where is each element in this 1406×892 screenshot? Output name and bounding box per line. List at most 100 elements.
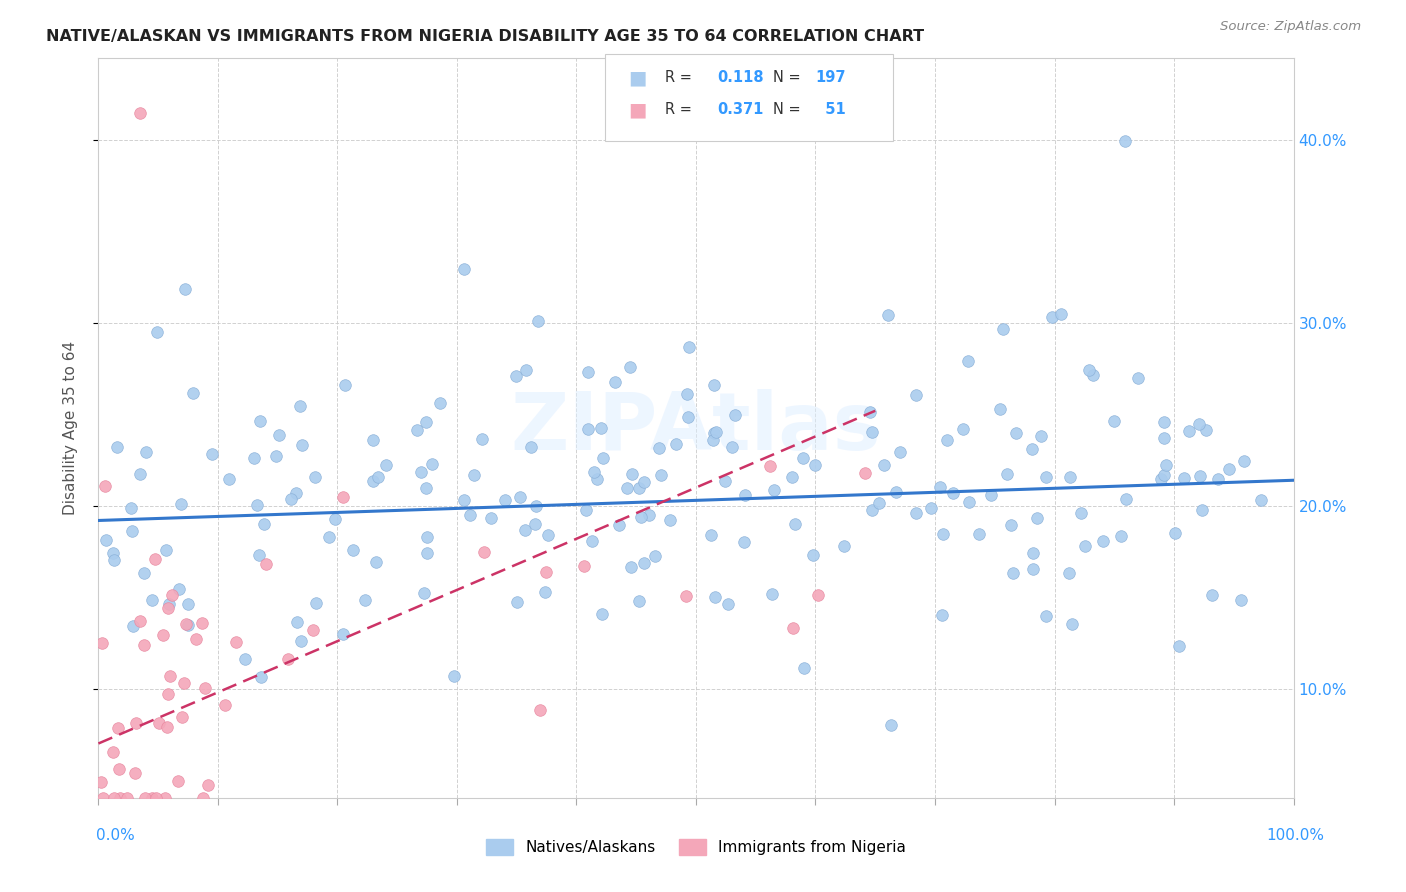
Point <box>703 377 725 392</box>
Point <box>1081 368 1104 382</box>
Text: N =: N = <box>773 70 806 85</box>
Point <box>181 385 204 400</box>
Point <box>993 322 1015 336</box>
Point <box>134 791 156 805</box>
Point <box>1153 416 1175 430</box>
Point <box>415 546 437 560</box>
Point <box>792 451 814 466</box>
Point <box>1229 593 1251 607</box>
Point <box>763 483 786 497</box>
Point <box>1128 371 1150 385</box>
Point <box>638 508 661 523</box>
Point <box>128 467 150 482</box>
Point <box>471 432 494 446</box>
Point <box>413 586 436 600</box>
Point <box>225 635 247 649</box>
Point <box>1218 462 1240 476</box>
Point <box>323 512 346 526</box>
Point <box>184 632 207 646</box>
Point <box>859 405 882 419</box>
Point <box>524 499 547 513</box>
Point <box>250 670 273 684</box>
Point <box>280 491 302 506</box>
Point <box>591 421 613 435</box>
Text: N =: N = <box>773 103 806 117</box>
Point <box>1078 363 1101 377</box>
Point <box>367 470 389 484</box>
Point <box>156 600 179 615</box>
Point <box>1062 617 1084 632</box>
Y-axis label: Disability Age 35 to 64: Disability Age 35 to 64 <box>63 341 77 516</box>
Point <box>125 715 148 730</box>
Point <box>704 590 727 604</box>
Point <box>415 415 437 429</box>
Point <box>305 596 328 610</box>
Point <box>354 593 377 607</box>
Point <box>277 652 299 666</box>
Point <box>1091 534 1114 549</box>
Point <box>721 440 744 454</box>
Point <box>148 715 170 730</box>
Point <box>704 425 727 439</box>
Point <box>877 309 900 323</box>
Point <box>103 745 125 759</box>
Text: 0.371: 0.371 <box>717 103 763 117</box>
Point <box>702 434 724 448</box>
Point <box>733 534 755 549</box>
Point <box>191 616 214 631</box>
Point <box>860 503 883 517</box>
Point <box>807 588 830 602</box>
Point <box>803 458 825 472</box>
Point <box>648 441 671 455</box>
Point <box>101 546 124 560</box>
Point <box>94 479 117 493</box>
Point <box>620 560 643 574</box>
Point <box>415 481 437 495</box>
Point <box>929 480 952 494</box>
Point <box>170 497 193 511</box>
Point <box>633 475 655 489</box>
Point <box>176 618 198 632</box>
Point <box>591 607 613 622</box>
Point <box>173 676 195 690</box>
Point <box>931 527 953 541</box>
Point <box>406 423 429 437</box>
Point <box>93 791 115 805</box>
Point <box>134 638 156 652</box>
Point <box>659 513 682 527</box>
Point <box>724 409 747 423</box>
Point <box>572 558 595 573</box>
Point <box>607 517 630 532</box>
Point <box>177 597 200 611</box>
Point <box>145 326 167 340</box>
Point <box>121 524 143 538</box>
Point <box>105 440 128 454</box>
Point <box>416 530 439 544</box>
Point <box>254 557 277 571</box>
Point <box>1149 472 1171 486</box>
Point <box>1201 588 1223 602</box>
Point <box>91 636 114 650</box>
Point <box>157 597 180 611</box>
Point <box>761 586 783 600</box>
Text: 100.0%: 100.0% <box>1267 829 1324 843</box>
Point <box>783 517 806 532</box>
Point <box>1074 540 1097 554</box>
Point <box>1114 134 1136 148</box>
Point <box>1059 470 1081 484</box>
Point <box>575 503 598 517</box>
Point <box>1168 639 1191 653</box>
Point <box>1000 517 1022 532</box>
Point <box>264 449 287 463</box>
Point <box>107 721 129 735</box>
Point <box>166 773 188 788</box>
Point <box>665 437 688 451</box>
Point <box>1109 529 1132 543</box>
Point <box>1206 472 1229 486</box>
Point <box>862 425 884 439</box>
Point <box>117 791 139 805</box>
Point <box>980 488 1002 502</box>
Point <box>453 262 475 277</box>
Point <box>156 720 179 734</box>
Point <box>644 549 666 564</box>
